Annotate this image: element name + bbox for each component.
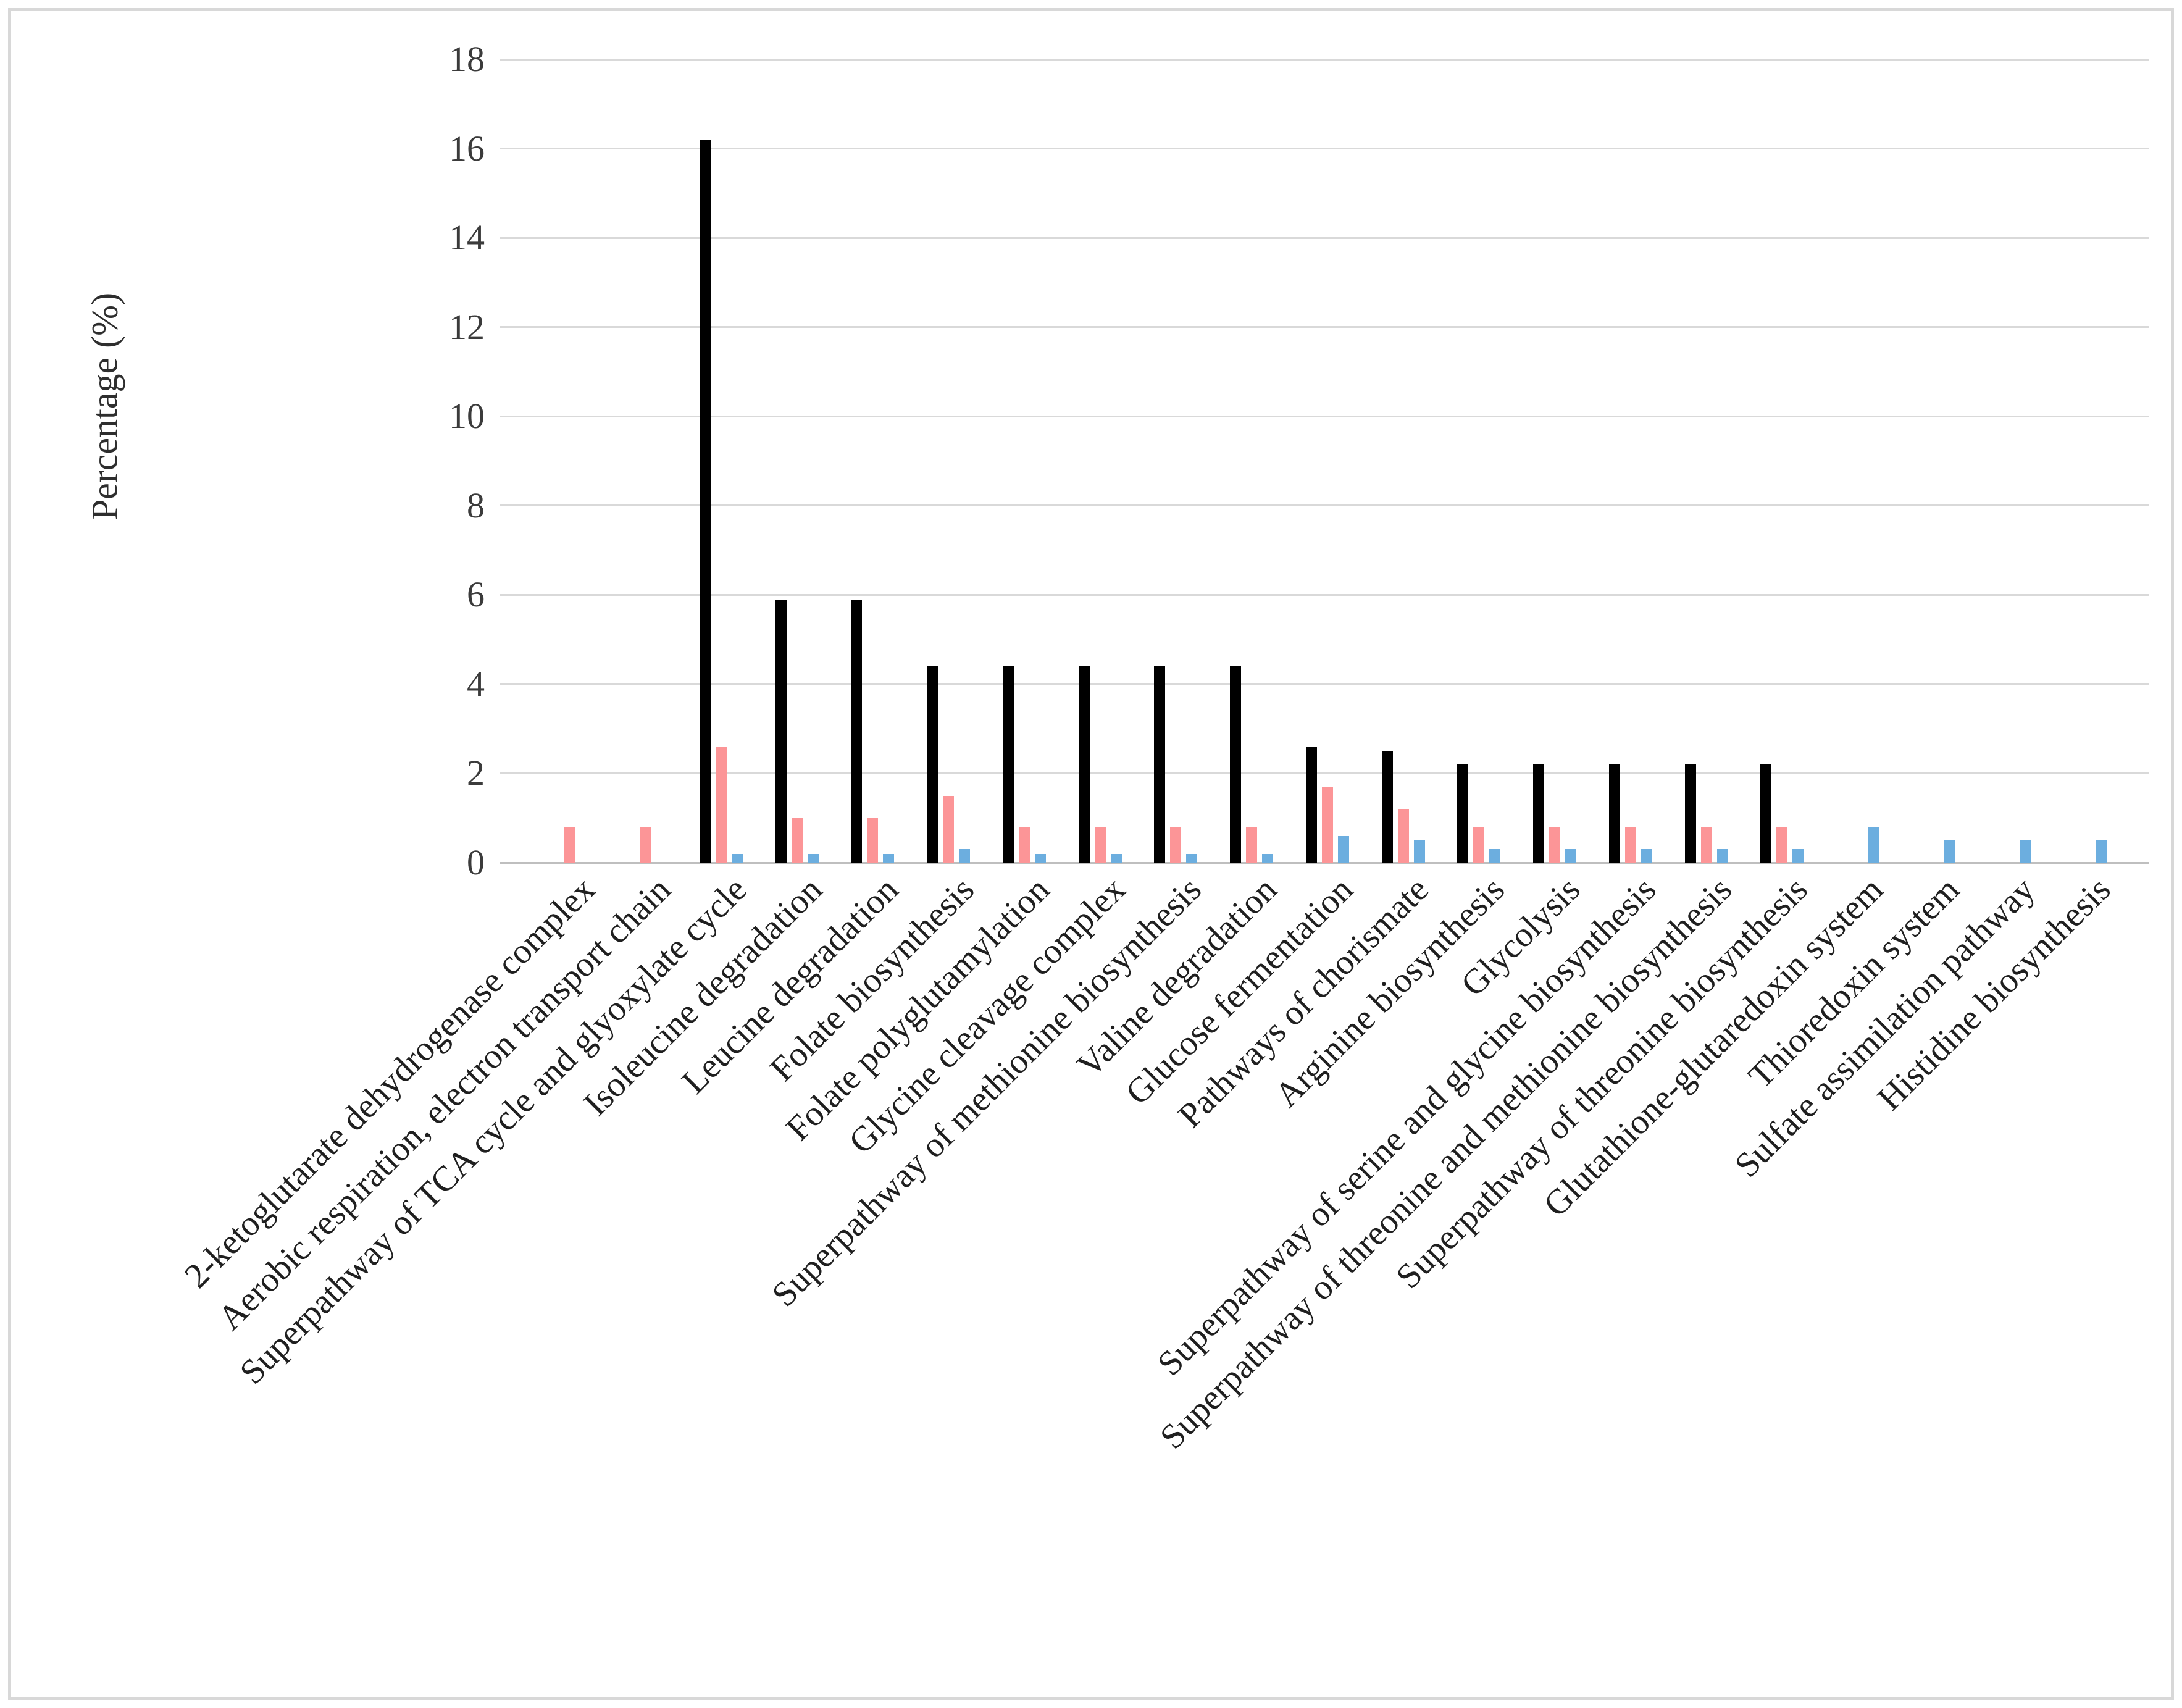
bar-blue: [1186, 854, 1198, 863]
y-axis-tick-label: 0: [467, 842, 485, 882]
bar-blue: [1337, 836, 1349, 863]
gridline: [500, 504, 2149, 506]
gridline: [500, 683, 2149, 685]
bar-black: [775, 600, 787, 863]
gridline: [500, 416, 2149, 417]
bar-black: [699, 140, 711, 863]
y-axis-tick-label: 18: [449, 39, 485, 79]
bar-blue: [1565, 849, 1577, 863]
y-axis-tick-label: 6: [467, 574, 485, 614]
bar-pink: [640, 827, 651, 863]
bar-black: [1154, 666, 1166, 863]
x-axis-line: [500, 862, 2149, 864]
y-axis-title: Percentage (%): [84, 292, 125, 521]
bar-blue: [1792, 849, 1804, 863]
bar-pink: [791, 818, 803, 863]
bar-pink: [1170, 827, 1182, 863]
y-axis-tick-label: 12: [449, 307, 485, 347]
bar-blue: [2020, 840, 2031, 863]
bar-blue: [1034, 854, 1046, 863]
y-axis-tick-label: 10: [449, 396, 485, 436]
x-category-label: Superpathway of TCA cycle and glyoxylate…: [232, 869, 755, 1392]
bar-blue: [1489, 849, 1501, 863]
bar-blue: [959, 849, 971, 863]
gridline: [500, 326, 2149, 328]
bar-blue: [1262, 854, 1274, 863]
bar-black: [1305, 747, 1317, 863]
bar-pink: [1549, 827, 1561, 863]
bar-pink: [943, 796, 955, 863]
bar-pink: [1776, 827, 1788, 863]
bar-black: [1760, 764, 1772, 863]
bar-pink: [867, 818, 879, 863]
gridline: [500, 59, 2149, 61]
bar-blue: [1413, 840, 1425, 863]
y-axis-tick-label: 14: [449, 217, 485, 257]
bar-black: [1002, 666, 1014, 863]
bar-pink: [1473, 827, 1485, 863]
y-axis-tick-label: 2: [467, 753, 485, 793]
bar-pink: [1246, 827, 1258, 863]
y-axis-tick-label: 8: [467, 485, 485, 525]
bar-pink: [1094, 827, 1106, 863]
bar-pink: [1018, 827, 1030, 863]
gridline: [500, 594, 2149, 596]
bar-blue: [1944, 840, 1955, 863]
bar-black: [1608, 764, 1620, 863]
bar-pink: [564, 827, 575, 863]
bar-black: [1230, 666, 1242, 863]
bar-blue: [1868, 827, 1880, 863]
bar-blue: [1716, 849, 1728, 863]
y-axis-tick-label: 16: [449, 128, 485, 169]
bar-black: [927, 666, 938, 863]
bar-black: [1533, 764, 1545, 863]
bar-pink: [715, 747, 727, 863]
bar-blue: [883, 854, 895, 863]
gridline: [500, 237, 2149, 239]
bar-blue: [807, 854, 819, 863]
bar-blue: [731, 854, 743, 863]
y-axis-tick-label: 4: [467, 664, 485, 704]
bar-pink: [1700, 827, 1712, 863]
bar-black: [1078, 666, 1090, 863]
bar-black: [1457, 764, 1469, 863]
bar-black: [851, 600, 863, 863]
bar-pink: [1321, 787, 1333, 863]
bar-black: [1684, 764, 1696, 863]
bar-blue: [2096, 840, 2107, 863]
bar-pink: [1397, 809, 1409, 863]
gridline: [500, 772, 2149, 774]
bar-blue: [1641, 849, 1652, 863]
bar-black: [1381, 751, 1393, 863]
bar-blue: [1110, 854, 1122, 863]
gridline: [500, 148, 2149, 149]
bar-pink: [1624, 827, 1636, 863]
